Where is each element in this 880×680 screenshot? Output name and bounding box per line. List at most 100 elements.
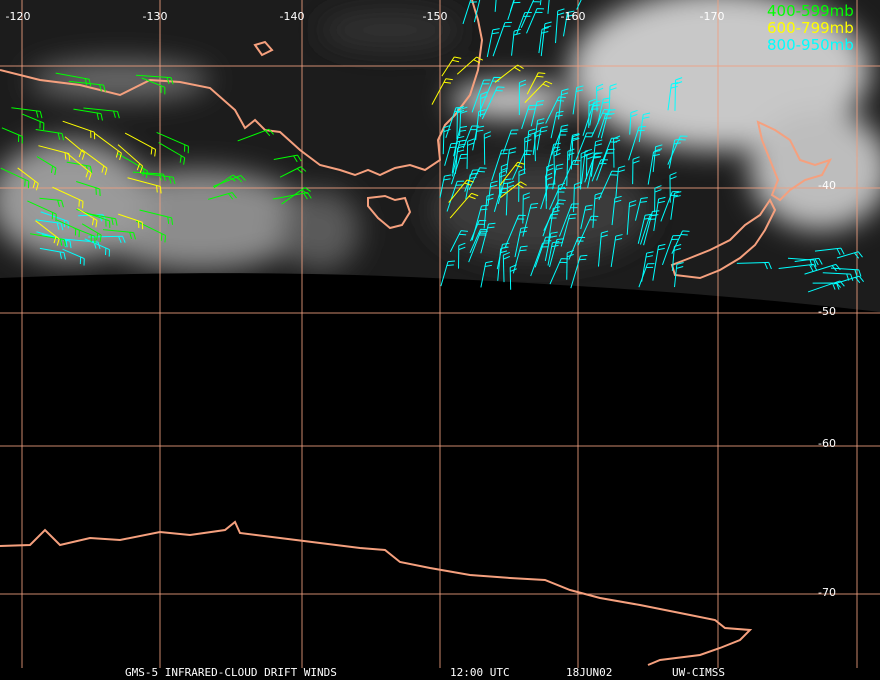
wind-barb xyxy=(83,107,120,119)
lon-label: -160 xyxy=(561,10,586,23)
wind-barb xyxy=(456,105,465,140)
wind-barb xyxy=(439,174,452,198)
wind-barb xyxy=(35,220,60,246)
wind-barb xyxy=(441,56,462,77)
wind-barb xyxy=(597,97,611,124)
wind-barb xyxy=(158,142,186,165)
wind-barb xyxy=(281,187,311,205)
wind-barb xyxy=(35,129,65,141)
wind-barb xyxy=(814,247,845,255)
wind-barb xyxy=(449,192,479,219)
wind-barbs xyxy=(0,0,865,293)
wind-barb xyxy=(462,125,479,149)
footer-source: UW-CIMSS xyxy=(672,666,725,679)
wind-barb xyxy=(483,131,492,165)
longitude-labels: -120 -130 -140 -150 -160 -170 xyxy=(6,10,725,23)
wind-barb xyxy=(520,0,540,28)
island xyxy=(253,40,274,57)
wind-barb xyxy=(77,208,98,228)
wind-barb xyxy=(836,251,863,259)
wind-barb xyxy=(526,8,545,34)
wind-barb xyxy=(502,251,511,283)
wind-barb xyxy=(468,230,488,263)
wind-barb xyxy=(459,106,468,136)
wind-barb xyxy=(102,229,137,240)
wind-barb xyxy=(574,132,594,164)
lon-label: -140 xyxy=(280,10,305,23)
wind-barb xyxy=(17,167,39,191)
lat-label: -70 xyxy=(818,586,836,599)
wind-barb xyxy=(596,83,604,112)
wind-barb xyxy=(84,238,110,257)
wind-barb xyxy=(431,78,453,105)
wind-barb xyxy=(521,104,537,130)
wind-barb xyxy=(652,243,666,281)
wind-barb xyxy=(81,149,108,176)
wind-barb xyxy=(573,181,582,213)
wind-barb xyxy=(674,77,683,111)
wind-barb xyxy=(135,74,174,85)
legend-entry: 600-799mb xyxy=(767,19,854,37)
wind-barb xyxy=(560,160,581,191)
wind-barb xyxy=(585,152,594,180)
wind-barb xyxy=(279,166,307,178)
wind-barb xyxy=(540,21,552,57)
wind-barb xyxy=(0,167,30,189)
wind-barb xyxy=(471,204,489,241)
wind-barb xyxy=(208,192,237,200)
wind-barb xyxy=(547,0,550,14)
wind-barb xyxy=(572,85,584,115)
wind-barb xyxy=(591,159,608,182)
wind-barb xyxy=(62,120,96,140)
wind-barb xyxy=(580,204,593,230)
wind-barb xyxy=(473,0,481,23)
wind-barb xyxy=(509,264,517,290)
wind-barb xyxy=(483,193,494,229)
footer-date: 18JUN02 xyxy=(566,666,612,679)
wind-barb xyxy=(480,222,496,254)
wind-barb xyxy=(661,235,680,266)
wind-barb xyxy=(440,260,456,287)
wind-barb xyxy=(118,213,144,230)
lon-label: -150 xyxy=(423,10,448,23)
wind-barb xyxy=(647,149,661,185)
wind-barb xyxy=(545,96,566,124)
wind-barb xyxy=(1,127,23,144)
footer-product: GMS-5 INFRARED-CLOUD DRIFT WINDS xyxy=(125,666,337,679)
wind-barb xyxy=(794,257,823,266)
wind-barb xyxy=(615,165,626,199)
wind-barb xyxy=(39,247,66,260)
wind-barb xyxy=(654,185,662,213)
wind-barb xyxy=(85,212,118,226)
wind-barb xyxy=(81,223,102,243)
wind-barb xyxy=(514,226,528,258)
wind-barb xyxy=(671,244,682,271)
wind-barb xyxy=(449,230,468,252)
wind-barb xyxy=(641,251,654,282)
wind-barb xyxy=(525,128,536,156)
legend-entry: 800-950mb xyxy=(767,36,854,54)
wind-barb xyxy=(637,213,653,244)
wind-barb xyxy=(124,132,157,157)
wind-barb xyxy=(39,197,64,208)
wind-barb xyxy=(502,129,519,153)
wind-barb xyxy=(512,245,528,274)
wind-barb xyxy=(538,27,549,54)
wind-barb xyxy=(448,179,474,203)
lat-label: -50 xyxy=(818,305,836,318)
wind-barb xyxy=(830,267,862,277)
wind-barb xyxy=(156,131,189,154)
wind-barb xyxy=(62,248,85,266)
wind-barb xyxy=(597,230,609,267)
wind-barb xyxy=(551,130,568,156)
wind-barb xyxy=(479,76,501,111)
nz-south xyxy=(670,198,777,280)
wind-barb xyxy=(273,154,302,163)
wind-barb xyxy=(736,261,772,270)
wind-barb xyxy=(562,10,575,37)
wind-barb xyxy=(570,254,588,289)
wind-barb xyxy=(442,124,451,155)
wind-barb xyxy=(486,28,500,58)
